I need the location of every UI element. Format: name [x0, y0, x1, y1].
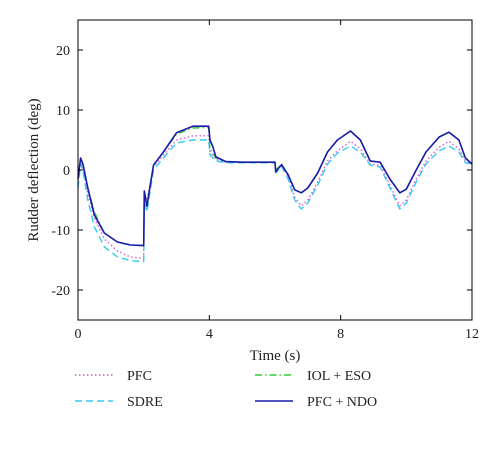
series-layer	[77, 125, 473, 263]
y-tick-label-2: 0	[63, 164, 70, 179]
x-axis-label: Time (s)	[250, 348, 301, 364]
y-axis-label: Rudder deflection (deg)	[26, 98, 42, 241]
y-tick-label-1: -10	[51, 224, 70, 239]
x-tick-label-1: 4	[206, 327, 213, 342]
series-line-3	[77, 125, 473, 247]
y-tick-label-4: 20	[56, 44, 70, 59]
legend: PFC SDRE IOL + ESO PFC + NDO	[75, 369, 377, 410]
x-tick-label-3: 12	[465, 327, 479, 342]
ticks-layer: 0 4 8 12 -20 -10 0 10 20	[51, 20, 479, 342]
x-tick-label-0: 0	[75, 327, 82, 342]
legend-label-1: SDRE	[127, 395, 163, 410]
x-tick-label-2: 8	[337, 327, 344, 342]
y-tick-label-3: 10	[56, 104, 70, 119]
series-line-1	[77, 139, 473, 263]
legend-label-3: PFC + NDO	[307, 395, 377, 410]
legend-label-0: PFC	[127, 369, 152, 384]
y-tick-label-0: -20	[51, 284, 70, 299]
legend-label-2: IOL + ESO	[307, 369, 371, 384]
